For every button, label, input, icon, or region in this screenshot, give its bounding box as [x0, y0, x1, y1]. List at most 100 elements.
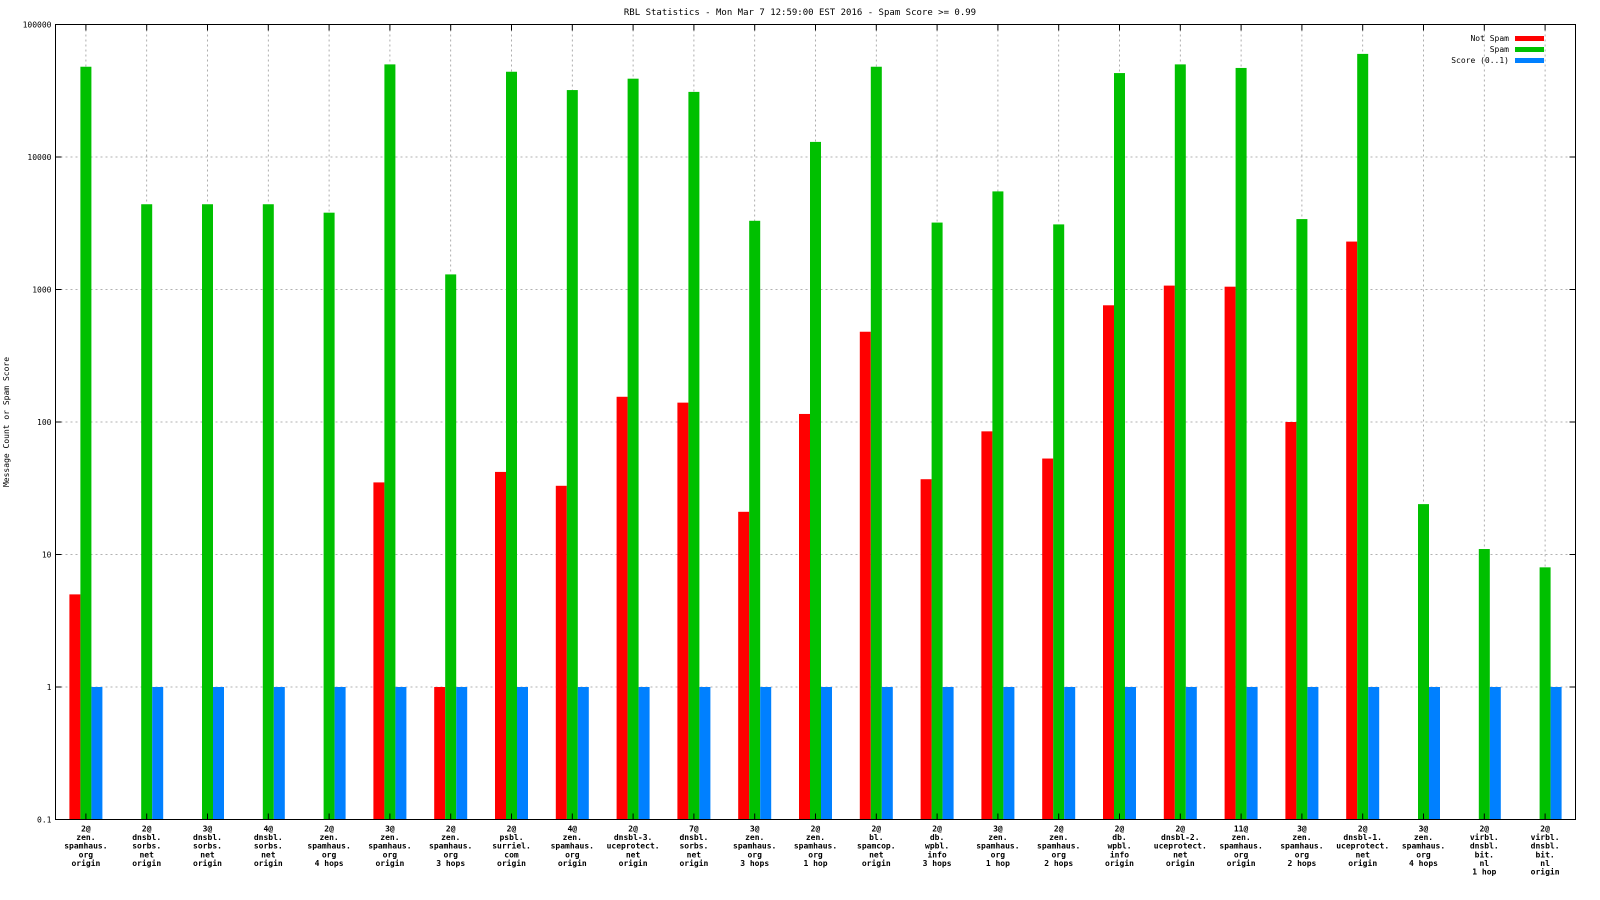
- x-tick-label-line: net: [869, 850, 884, 859]
- x-tick-label-line: 2@: [628, 825, 638, 834]
- legend-label: Score (0..1): [1451, 56, 1509, 65]
- legend-swatch: [1515, 36, 1544, 41]
- x-tick-label: 3@ zen. spamhaus. org 3 hops: [733, 825, 776, 868]
- x-tick-label-line: bit.: [1535, 849, 1554, 859]
- x-tick-label-line: spamhaus.: [429, 842, 472, 851]
- x-tick-label-line: spamhaus.: [1219, 842, 1262, 851]
- x-tick-label-line: 3@: [203, 825, 213, 834]
- x-tick-label-line: dnsbl.: [132, 833, 161, 842]
- x-tick-label: 2@ zen. spamhaus. org origin: [64, 825, 107, 868]
- x-tick-label: 2@ zen. spamhaus. org 2 hops: [1037, 825, 1080, 868]
- bar-not-spam: [555, 485, 567, 820]
- y-tick-label: 10000: [27, 153, 51, 162]
- x-tick-label: 4@ zen. spamhaus. org origin: [551, 825, 594, 868]
- x-tick-label-line: spamhaus.: [551, 842, 594, 851]
- bar-score-0-1: [517, 687, 528, 820]
- x-tick-label-line: spamhaus.: [307, 842, 350, 851]
- bar-not-spam: [1103, 305, 1114, 820]
- x-tick-label-line: org: [79, 850, 94, 859]
- bar-spam: [566, 90, 578, 820]
- x-tick-label-line: 2@: [1175, 825, 1185, 834]
- bar-spam: [870, 66, 882, 820]
- bar-spam: [1053, 224, 1065, 820]
- bar-not-spam: [677, 402, 689, 820]
- x-tick-label-line: virbl.: [1531, 832, 1560, 842]
- x-tick-label-line: info: [1110, 849, 1129, 859]
- bar-spam: [992, 191, 1004, 820]
- bar-score-0-1: [1064, 687, 1076, 820]
- x-tick-label-line: origin: [1531, 867, 1560, 877]
- bar-spam: [384, 64, 396, 820]
- bar-score-0-1: [1550, 687, 1562, 820]
- x-tick-label-line: zen.: [441, 833, 460, 842]
- bar-score-0-1: [1125, 687, 1136, 820]
- x-tick-label-line: 2@: [507, 825, 517, 834]
- x-tick-label-line: bl.: [869, 833, 883, 842]
- x-tick-label-line: org: [991, 850, 1006, 859]
- x-tick-label-line: zen.: [319, 833, 338, 842]
- bar-score-0-1: [213, 687, 224, 820]
- bar-spam: [749, 220, 761, 820]
- x-tick-label-line: zen.: [380, 833, 399, 842]
- x-tick-label-line: spamhaus.: [64, 842, 107, 851]
- bar-spam: [1539, 567, 1551, 820]
- bar-not-spam: [69, 594, 81, 820]
- x-tick-label-line: sorbs.: [132, 842, 161, 851]
- bar-score-0-1: [1185, 687, 1197, 820]
- x-tick-label-line: dnsbl.: [679, 833, 708, 842]
- bar-not-spam: [1346, 241, 1358, 820]
- x-tick-label-line: org: [1295, 850, 1310, 859]
- x-tick-label-line: 2@: [871, 825, 881, 834]
- bar-spam: [1114, 73, 1125, 820]
- bar-spam: [627, 78, 639, 820]
- x-tick-label-line: net: [1355, 850, 1370, 859]
- bar-spam: [810, 141, 821, 820]
- x-tick-label-line: db.: [930, 833, 944, 842]
- bar-score-0-1: [1368, 687, 1380, 820]
- y-axis-label: Message Count or Spam Score: [2, 357, 11, 487]
- bar-score-0-1: [91, 687, 103, 820]
- legend: Not Spam Spam Score (0..1): [1451, 34, 1544, 65]
- bar-score-0-1: [1429, 687, 1440, 820]
- x-tick-label-line: net: [139, 850, 154, 859]
- x-tick-label-line: 3@: [750, 825, 760, 834]
- x-tick-label-line: spamhaus.: [368, 842, 411, 851]
- x-tick-label-line: zen.: [1231, 833, 1250, 842]
- bar-spam: [1418, 504, 1429, 820]
- legend-label: Spam: [1490, 45, 1509, 54]
- x-tick-label-line: 4@: [263, 825, 273, 834]
- x-tick-label-line: 2@: [932, 825, 942, 834]
- x-tick-label-line: uceprotect.: [607, 842, 660, 851]
- bar-not-spam: [1285, 422, 1297, 820]
- x-tick-label-line: origin: [1348, 858, 1377, 868]
- x-tick-label-line: 7@: [689, 825, 699, 834]
- x-tick-label-line: origin: [619, 858, 648, 868]
- bar-spam: [1478, 549, 1490, 820]
- x-tick-label-line: virbl.: [1470, 832, 1499, 842]
- y-tick-label: 1000: [32, 286, 51, 295]
- x-tick-label-line: 2@: [1479, 825, 1489, 834]
- x-tick-label-line: 2@: [1358, 825, 1368, 834]
- x-tick-label-line: origin: [558, 858, 587, 868]
- x-tick-label: 2@ dnsbl-1. uceprotect. net origin: [1336, 825, 1389, 868]
- x-tick-label-line: dnsbl.: [1470, 842, 1499, 851]
- x-tick-label: 3@ zen. spamhaus. org 1 hop: [976, 825, 1019, 868]
- x-tick-label-line: 2 hops: [1287, 859, 1316, 868]
- x-tick-label-line: net: [1173, 850, 1188, 859]
- bar-spam: [202, 204, 213, 820]
- bar-not-spam: [373, 482, 385, 820]
- x-tick-label: 7@ dnsbl. sorbs. net origin: [679, 825, 708, 868]
- x-tick-label-line: 1 hop: [803, 859, 827, 868]
- bars: [69, 53, 1562, 820]
- x-tick-label-line: zen.: [745, 833, 764, 842]
- x-tick-label-line: sorbs.: [193, 842, 222, 851]
- y-tick-label: 1: [47, 683, 52, 692]
- x-tick-label-line: uceprotect.: [1336, 842, 1389, 851]
- bar-score-0-1: [1246, 687, 1258, 820]
- x-tick-label: 11@ zen. spamhaus. org origin: [1219, 825, 1262, 868]
- bar-spam: [1174, 64, 1186, 820]
- bar-score-0-1: [699, 687, 711, 820]
- x-tick-label-line: db.: [1112, 833, 1126, 842]
- legend-swatch: [1515, 58, 1544, 63]
- x-tick-label-line: 2@: [142, 825, 152, 834]
